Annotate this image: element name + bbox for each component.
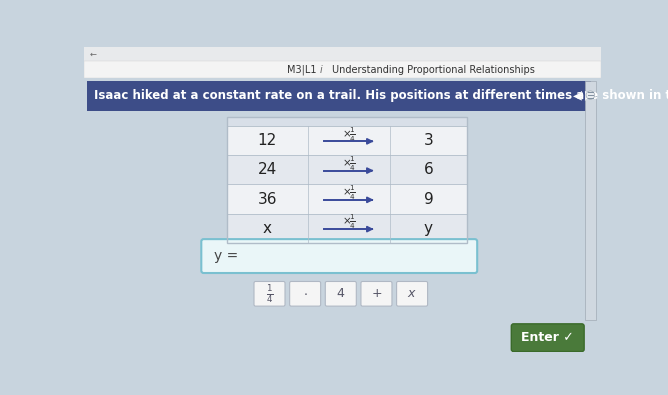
FancyBboxPatch shape [201, 239, 477, 273]
Text: $\times\!\frac{1}{4}$: $\times\!\frac{1}{4}$ [342, 125, 356, 144]
Text: 9: 9 [424, 192, 434, 207]
Text: x: x [263, 221, 272, 236]
Text: $4$: $4$ [336, 287, 345, 300]
Bar [585, 81, 596, 320]
Bar [227, 117, 467, 126]
FancyBboxPatch shape [397, 282, 428, 306]
FancyBboxPatch shape [290, 282, 321, 306]
Bar [227, 214, 467, 243]
FancyBboxPatch shape [254, 282, 285, 306]
Text: $\frac{1}{4}$: $\frac{1}{4}$ [266, 283, 273, 305]
Bar [84, 78, 601, 352]
Bar [88, 81, 591, 111]
Text: i: i [320, 65, 323, 75]
Text: y: y [424, 221, 433, 236]
Bar [227, 117, 467, 243]
Text: $\times\!\frac{1}{4}$: $\times\!\frac{1}{4}$ [342, 184, 356, 202]
Bar [227, 155, 467, 184]
Text: $\times\!\frac{1}{4}$: $\times\!\frac{1}{4}$ [342, 213, 356, 231]
FancyBboxPatch shape [325, 282, 356, 306]
FancyBboxPatch shape [361, 282, 392, 306]
Bar [84, 47, 601, 61]
Text: ◀)): ◀)) [572, 91, 589, 101]
FancyBboxPatch shape [511, 324, 584, 352]
Bar [227, 126, 467, 155]
Text: $x$: $x$ [407, 287, 417, 300]
Text: y =: y = [214, 249, 238, 263]
Text: $+$: $+$ [371, 287, 382, 300]
Bar [227, 184, 467, 214]
Text: Understanding Proportional Relationships: Understanding Proportional Relationships [331, 65, 534, 75]
Circle shape [586, 91, 595, 100]
Text: $\cdot$: $\cdot$ [303, 287, 307, 300]
Text: ←: ← [90, 50, 97, 59]
Text: 12: 12 [258, 133, 277, 148]
Bar [84, 61, 601, 78]
Text: $\times\!\frac{1}{4}$: $\times\!\frac{1}{4}$ [342, 154, 356, 173]
Text: 24: 24 [258, 162, 277, 177]
Text: 6: 6 [424, 162, 434, 177]
Text: Enter ✓: Enter ✓ [521, 331, 574, 344]
Text: M3|L1: M3|L1 [287, 64, 316, 75]
Text: Isaac hiked at a constant rate on a trail. His positions at different times are : Isaac hiked at a constant rate on a trai… [94, 89, 668, 102]
Text: 3: 3 [424, 133, 434, 148]
Text: 36: 36 [257, 192, 277, 207]
